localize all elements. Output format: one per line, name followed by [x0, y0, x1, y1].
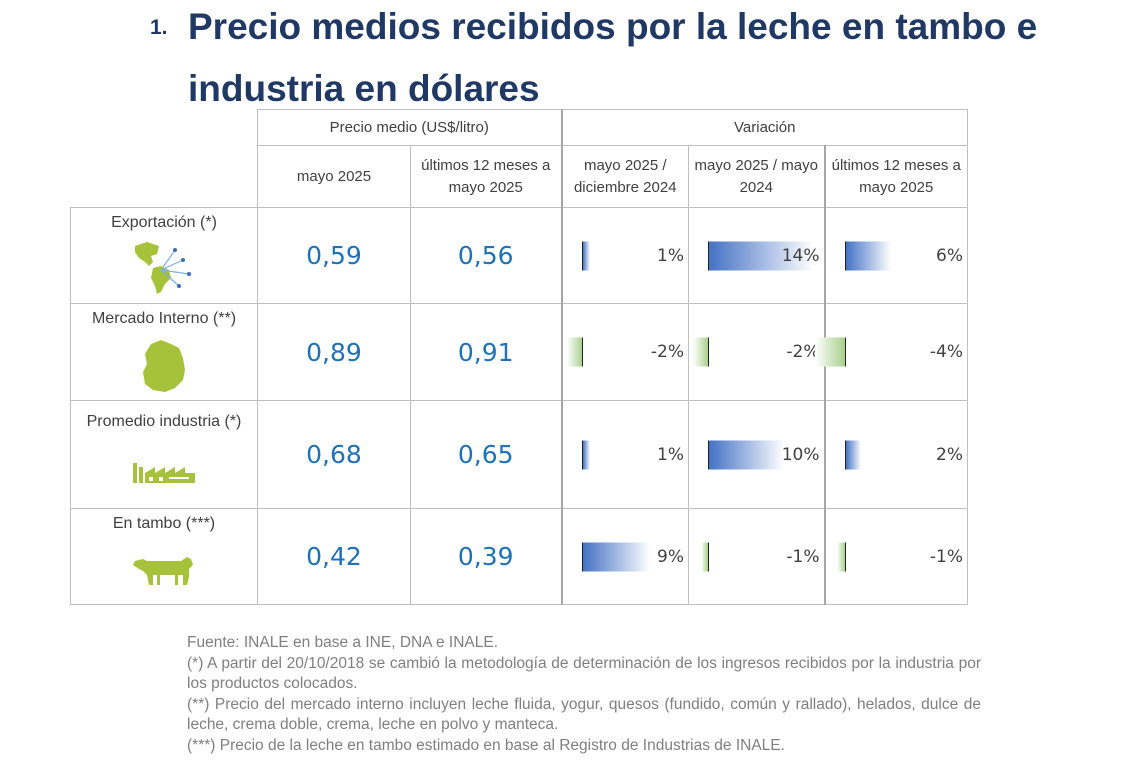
variation-bar — [844, 241, 891, 270]
price-may2025: 0,68 — [257, 400, 411, 509]
variation-bar — [708, 241, 814, 270]
variation-cell: 9% — [560, 508, 689, 605]
variation-bar — [708, 440, 784, 469]
variation-bar — [693, 337, 709, 367]
variation-value: -1% — [786, 546, 820, 567]
cow-icon — [133, 557, 193, 585]
variation-cell: 6% — [823, 207, 968, 304]
row-label-cell: Exportación (*) — [70, 207, 258, 304]
header-col-may2025: mayo 2025 — [257, 145, 411, 208]
uruguay-map-icon — [143, 340, 185, 392]
footnote-2: (**) Precio del mercado interno incluyen… — [187, 695, 981, 734]
price-12m: 0,39 — [410, 508, 562, 605]
table-row: En tambo (***) 0,42 0,39 9% -1% -1% — [70, 508, 968, 605]
variation-value: -1% — [929, 546, 963, 567]
price-12m: 0,56 — [410, 207, 562, 304]
price-12m: 0,65 — [410, 400, 562, 509]
header-col-var-12m: últimos 12 meses a mayo 2025 — [823, 145, 968, 208]
table-row: Mercado Interno (**) 0,89 0,91 -2% -2% -… — [70, 303, 968, 401]
variation-cell: 1% — [560, 400, 689, 509]
row-label: En tambo (***) — [112, 515, 216, 532]
variation-bar — [837, 542, 846, 571]
table-row: Exportación (*) 0,59 0,56 1% 14% — [70, 207, 968, 304]
variation-cell: -1% — [688, 508, 825, 605]
row-label: Mercado Interno (**) — [91, 310, 237, 327]
section-number: 1. — [150, 16, 168, 39]
row-label-cell: Promedio industria (*) — [70, 400, 258, 509]
header-price-group: Precio medio (US$/litro) — [257, 109, 562, 146]
price-table: Precio medio (US$/litro) Variación mayo … — [70, 109, 968, 605]
price-may2025: 0,89 — [257, 303, 411, 401]
variation-cell: -2% — [560, 303, 689, 401]
variation-value: -2% — [650, 342, 684, 362]
price-may2025: 0,59 — [257, 207, 411, 304]
variation-cell: -1% — [823, 508, 968, 605]
variation-value: 6% — [936, 245, 963, 266]
footnote-3: (***) Precio de la leche en tambo estima… — [187, 736, 785, 754]
variation-cell: -4% — [814, 303, 968, 401]
variation-bar — [814, 337, 846, 367]
source-note: Fuente: INALE en base a INE, DNA e INALE… — [187, 634, 499, 651]
variation-bar — [581, 241, 590, 270]
variation-bar — [844, 440, 861, 469]
variation-bar — [581, 440, 590, 469]
corner-blank — [71, 110, 258, 146]
table-row: Promedio industria (*) 0,68 0,65 1% 10% … — [70, 400, 968, 509]
factory-icon — [133, 463, 195, 483]
row-label-cell: En tambo (***) — [70, 508, 258, 605]
variation-value: 1% — [657, 245, 684, 266]
corner-blank — [71, 146, 258, 208]
variation-cell: -2% — [688, 303, 825, 401]
row-label-cell: Mercado Interno (**) — [70, 303, 258, 401]
variation-value: 10% — [781, 444, 820, 465]
variation-value: 14% — [781, 245, 820, 266]
variation-bar — [700, 542, 709, 571]
variation-value: 2% — [936, 444, 963, 465]
variation-cell: 1% — [560, 207, 689, 304]
footnote-1: (*) A partir del 20/10/2018 se cambió la… — [187, 654, 981, 693]
page-title: Precio medios recibidos por la leche en … — [188, 6, 1038, 109]
row-label: Exportación (*) — [111, 214, 217, 231]
variation-cell: 10% — [688, 400, 825, 509]
variation-value: 1% — [657, 444, 684, 465]
americas-map-icon — [135, 242, 191, 294]
variation-value: -2% — [786, 342, 820, 362]
variation-cell: 2% — [823, 400, 968, 509]
variation-value: -4% — [929, 342, 963, 362]
footnotes: Fuente: INALE en base a INE, DNA e INALE… — [187, 633, 981, 756]
variation-cell: 14% — [688, 207, 825, 304]
header-col-var-may: mayo 2025 / mayo 2024 — [688, 145, 825, 208]
variation-bar — [581, 542, 650, 571]
price-12m: 0,91 — [410, 303, 562, 401]
header-col-12m: últimos 12 meses a mayo 2025 — [410, 145, 562, 208]
row-label: Promedio industria (*) — [86, 413, 242, 430]
variation-value: 9% — [657, 546, 684, 567]
price-may2025: 0,42 — [257, 508, 411, 605]
header-variation-group: Variación — [560, 109, 968, 146]
variation-bar — [566, 337, 583, 367]
header-col-var-dec: mayo 2025 / diciembre 2024 — [560, 145, 689, 208]
